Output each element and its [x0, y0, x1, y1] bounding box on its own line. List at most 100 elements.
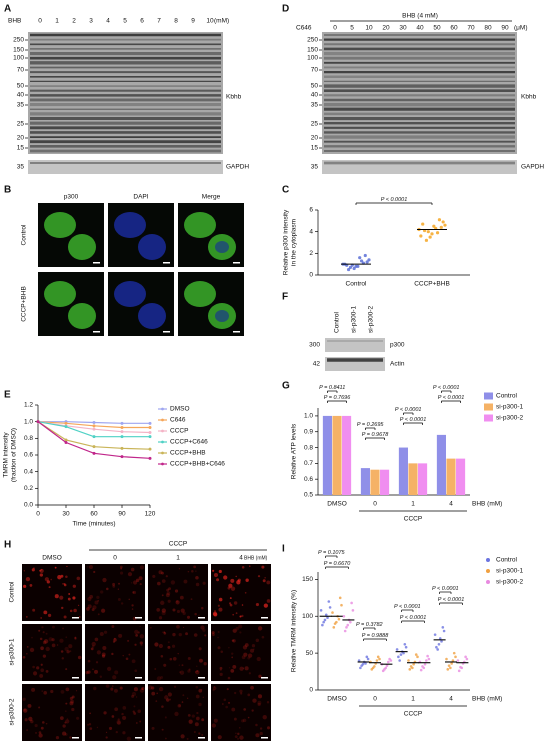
- mito-signal: [156, 581, 161, 586]
- mito-signal: [139, 565, 145, 570]
- panel-letter: B: [4, 185, 11, 196]
- data-point: [359, 666, 362, 670]
- data-point: [366, 657, 370, 661]
- mito-signal: [111, 652, 114, 656]
- data-point: [424, 238, 429, 242]
- mito-signal: [91, 608, 95, 612]
- data-point: [441, 220, 445, 224]
- mito-signal: [39, 637, 43, 641]
- mito-signal: [74, 637, 77, 640]
- cell-nucleus: [44, 281, 76, 307]
- mito-signal: [22, 655, 26, 659]
- data-point: [346, 267, 351, 272]
- mito-signal: [222, 703, 224, 705]
- bar: [370, 469, 380, 495]
- y-tick-label: 0.8: [304, 444, 313, 451]
- lane-label: 7: [157, 18, 161, 25]
- blot-treatment: C646: [296, 25, 312, 32]
- mito-signal: [165, 575, 168, 578]
- mito-signal: [148, 685, 153, 690]
- x-tick-label: 60: [90, 511, 98, 518]
- mito-signal: [92, 605, 97, 610]
- mito-signal: [198, 658, 203, 663]
- mito-signal: [241, 719, 245, 723]
- y-tick-label: 2: [309, 250, 313, 257]
- data-point: [412, 662, 415, 666]
- data-point: [342, 614, 346, 618]
- mito-signal: [114, 670, 119, 675]
- image-column-label: 0: [113, 555, 117, 562]
- mito-signal: [247, 653, 253, 658]
- mito-signal: [43, 691, 48, 695]
- mito-signal: [196, 711, 199, 715]
- micrograph: [22, 684, 82, 741]
- mito-signal: [125, 657, 129, 661]
- mito-signal: [198, 614, 200, 617]
- mito-signal: [188, 719, 193, 724]
- mito-signal: [183, 579, 188, 584]
- mito-signal: [96, 595, 100, 600]
- mito-signal: [40, 668, 45, 672]
- mito-signal: [64, 721, 67, 724]
- mw-marker: 150: [307, 47, 318, 54]
- annotation: P = 0.8411: [319, 385, 345, 391]
- mito-signal: [26, 646, 29, 648]
- mito-signal: [151, 691, 156, 696]
- data-point: [398, 659, 401, 662]
- data-point: [457, 669, 461, 673]
- annotation: P = 0.6670: [324, 561, 351, 567]
- mito-signal: [137, 631, 140, 634]
- mito-signal: [239, 727, 241, 729]
- mito-signal: [65, 702, 68, 705]
- annotation: P = 0.3782: [356, 622, 383, 628]
- mito-signal: [112, 675, 117, 680]
- mito-signal: [177, 652, 179, 655]
- data-point: [352, 266, 356, 271]
- legend-label: DMSO: [170, 406, 190, 413]
- data-point: [416, 655, 419, 659]
- mito-signal: [134, 629, 139, 635]
- mito-signal: [131, 659, 136, 664]
- mito-signal: [212, 611, 218, 617]
- image-column-label: Merge: [202, 194, 221, 201]
- mito-signal: [245, 578, 249, 582]
- mito-signal: [61, 657, 65, 660]
- mito-signal: [120, 602, 124, 605]
- mito-signal: [122, 706, 127, 710]
- mito-signal: [90, 647, 94, 651]
- data-point: [332, 626, 336, 629]
- scale-bar: [261, 737, 268, 739]
- mito-signal: [230, 586, 236, 591]
- mito-signal: [131, 608, 134, 610]
- mito-signal: [262, 715, 267, 720]
- y-tick-label: 0.4: [24, 468, 33, 475]
- panel-letter: F: [282, 292, 288, 303]
- mito-signal: [244, 643, 249, 647]
- annotation: P < 0.0001: [400, 417, 427, 423]
- x-unit: BHB (mM): [472, 696, 502, 703]
- mito-signal: [239, 666, 244, 671]
- mito-signal: [160, 654, 164, 658]
- mito-signal: [247, 716, 250, 719]
- data-point: [419, 668, 423, 672]
- mito-signal: [135, 578, 140, 583]
- legend-marker: [161, 451, 164, 455]
- mito-signal: [134, 643, 137, 646]
- legend-marker: [161, 418, 164, 422]
- mito-signal: [137, 709, 142, 714]
- mito-signal: [111, 685, 114, 687]
- mw-marker: 40: [311, 92, 319, 99]
- mito-signal: [161, 631, 164, 633]
- mito-signal: [50, 578, 52, 581]
- data-point: [376, 655, 380, 659]
- y-tick-label: 0.0: [24, 502, 33, 509]
- mito-signal: [204, 634, 207, 637]
- mito-signal: [232, 639, 236, 643]
- x-tick-label: 0: [373, 696, 377, 703]
- mito-signal: [195, 685, 199, 689]
- mito-signal: [243, 652, 248, 657]
- mito-signal: [212, 569, 215, 572]
- lane-label: 5: [350, 25, 354, 32]
- mito-signal: [231, 656, 233, 659]
